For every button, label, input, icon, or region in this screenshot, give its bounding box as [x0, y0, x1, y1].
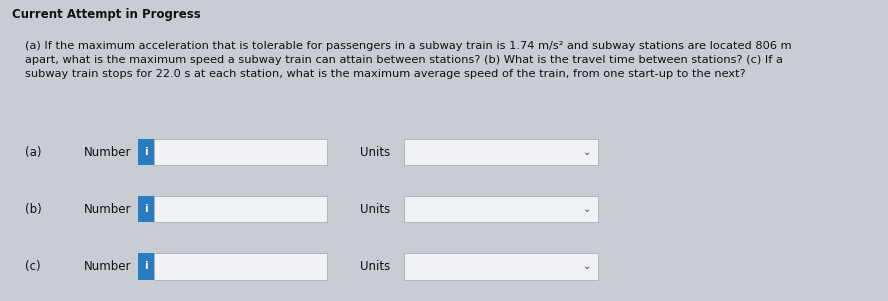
FancyBboxPatch shape [404, 139, 598, 165]
Text: ⌄: ⌄ [583, 204, 591, 214]
FancyBboxPatch shape [154, 196, 327, 222]
Text: Current Attempt in Progress: Current Attempt in Progress [12, 8, 201, 20]
Text: (c): (c) [25, 260, 41, 273]
FancyBboxPatch shape [138, 253, 154, 280]
Text: i: i [144, 261, 147, 272]
Text: ⌄: ⌄ [583, 147, 591, 157]
Text: Number: Number [84, 203, 131, 216]
Text: Number: Number [84, 145, 131, 159]
FancyBboxPatch shape [138, 196, 154, 222]
Text: i: i [144, 147, 147, 157]
FancyBboxPatch shape [138, 139, 154, 165]
FancyBboxPatch shape [404, 253, 598, 280]
Text: ⌄: ⌄ [583, 261, 591, 272]
FancyBboxPatch shape [154, 253, 327, 280]
Text: (b): (b) [25, 203, 42, 216]
Text: i: i [144, 204, 147, 214]
Text: Units: Units [360, 145, 390, 159]
Text: (a): (a) [25, 145, 42, 159]
FancyBboxPatch shape [404, 196, 598, 222]
Text: Units: Units [360, 260, 390, 273]
Text: Units: Units [360, 203, 390, 216]
Text: (a) If the maximum acceleration that is tolerable for passengers in a subway tra: (a) If the maximum acceleration that is … [25, 41, 791, 79]
FancyBboxPatch shape [154, 139, 327, 165]
Text: Number: Number [84, 260, 131, 273]
